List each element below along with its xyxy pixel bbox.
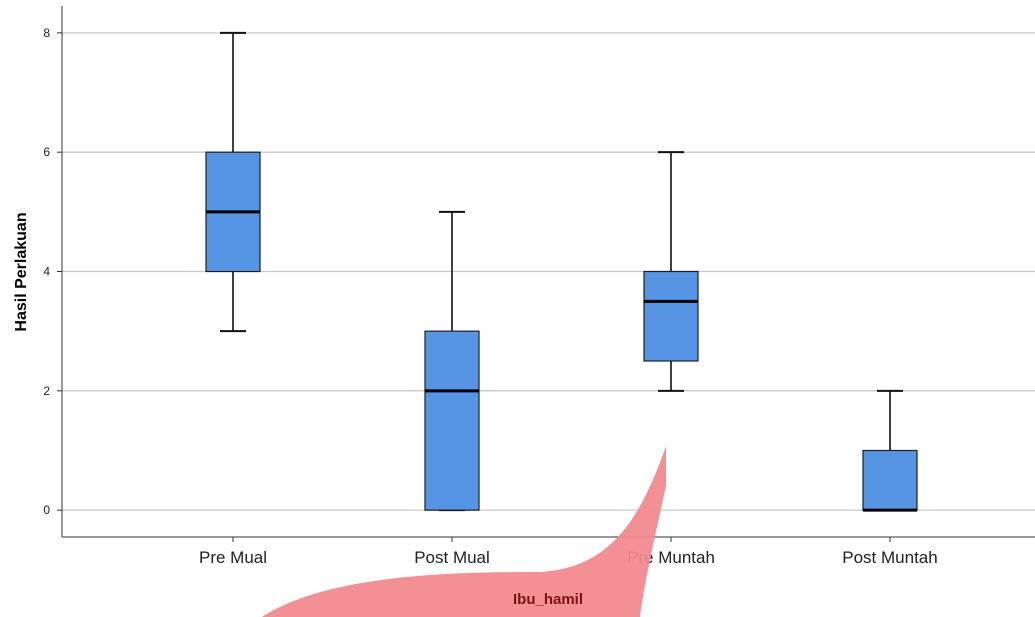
x-category-label: Post Mual (414, 548, 490, 567)
iqr-box (862, 449, 918, 511)
box-3 (643, 151, 699, 392)
x-category-labels: Pre Mual Post Mual Pre Muntah Post Muntah (199, 537, 938, 567)
y-axis-label: Hasil Perlakuan (13, 212, 30, 331)
y-tick-label: 4 (43, 265, 50, 279)
y-tick-label: 6 (43, 145, 50, 159)
x-category-label: Post Muntah (842, 548, 937, 567)
iqr-box (424, 330, 480, 511)
box-4 (862, 389, 918, 512)
boxes (205, 31, 918, 512)
x-category-label: Pre Mual (199, 548, 267, 567)
decorative-overlay-shape (262, 446, 666, 617)
iqr-box (643, 270, 699, 362)
y-tick-labels: 0 2 4 6 8 (43, 26, 62, 517)
x-axis-label: Ibu_hamil (513, 591, 583, 608)
box-2 (424, 210, 480, 512)
y-tick-label: 8 (43, 26, 50, 40)
y-tick-label: 2 (43, 384, 50, 398)
y-tick-label: 0 (43, 503, 50, 517)
box-1 (205, 31, 261, 333)
